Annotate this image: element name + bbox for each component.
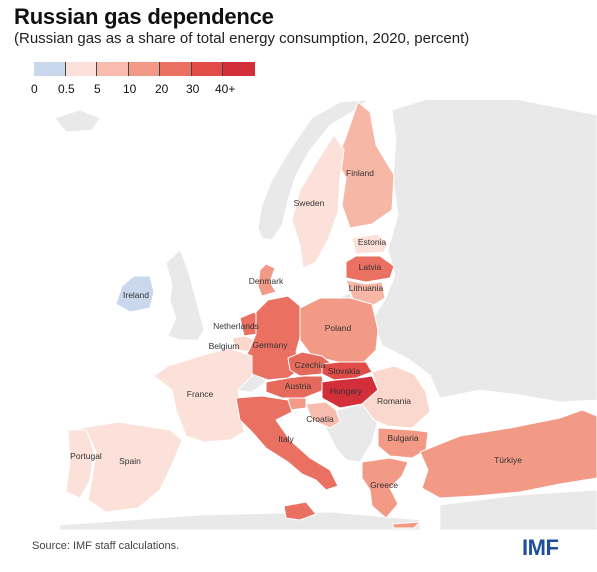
country-label: Romania	[377, 396, 411, 406]
country-label: Türkiye	[494, 455, 522, 465]
country-label: Hungary	[330, 386, 363, 396]
legend-swatch-5	[191, 62, 223, 76]
chart-subtitle: (Russian gas as a share of total energy …	[14, 30, 470, 47]
country-estonia	[351, 233, 389, 255]
country-label: Austria	[285, 381, 312, 391]
country-label: Finland	[346, 168, 374, 178]
country-sweden	[291, 134, 345, 269]
legend-tick-label: 5	[94, 82, 101, 96]
legend-tick-label: 0.5	[58, 82, 75, 96]
country-label: Netherlands	[213, 321, 259, 331]
country-poland	[299, 297, 379, 363]
country-finland	[335, 101, 395, 229]
country-slovakia	[321, 361, 373, 381]
background-land	[54, 100, 597, 530]
country-label: Poland	[325, 323, 352, 333]
legend-tick-label: 30	[186, 82, 200, 96]
legend-tick-labels: 0 0.5 5 10 20 30 40+	[31, 82, 255, 98]
country-croatia	[305, 401, 341, 429]
country-italy	[235, 395, 339, 521]
country-label: Croatia	[306, 414, 334, 424]
europe-map: Finland Sweden Estonia Latvia Lithuania …	[54, 100, 597, 530]
legend-tick-label: 20	[155, 82, 169, 96]
country-shapes	[65, 101, 597, 529]
legend-swatch-3	[128, 62, 160, 76]
country-latvia	[345, 255, 395, 283]
imf-logo: IMF	[522, 535, 559, 560]
country-label: Slovakia	[328, 366, 360, 376]
color-legend: 0 0.5 5 10 20 30 40+	[31, 62, 255, 98]
legend-swatch-4	[160, 62, 192, 76]
country-france	[153, 347, 253, 443]
legend-swatch-1	[65, 62, 97, 76]
country-turkiye	[419, 409, 597, 499]
country-label: Bulgaria	[387, 433, 418, 443]
country-label: Lithuania	[349, 283, 384, 293]
legend-tick-label: 10	[123, 82, 137, 96]
legend-color-bar	[34, 62, 255, 76]
legend-tick-label: 0	[31, 82, 38, 96]
country-spain	[69, 421, 183, 513]
country-label: Belgium	[209, 341, 240, 351]
country-label: Portugal	[70, 451, 102, 461]
country-label: France	[187, 389, 214, 399]
legend-swatch-6	[223, 62, 255, 76]
country-label: Czechia	[295, 360, 326, 370]
country-label: Ireland	[123, 290, 149, 300]
legend-swatch-0	[34, 62, 66, 76]
legend-swatch-2	[97, 62, 129, 76]
country-romania	[361, 365, 431, 429]
country-ireland	[115, 275, 155, 313]
country-bulgaria	[377, 427, 429, 459]
country-denmark	[257, 263, 277, 297]
country-label: Greece	[370, 480, 398, 490]
chart-title: Russian gas dependence	[14, 4, 274, 29]
country-label: Germany	[253, 340, 289, 350]
country-label: Estonia	[358, 237, 387, 247]
country-label: Denmark	[249, 276, 284, 286]
country-label: Spain	[119, 456, 141, 466]
country-label: Latvia	[359, 262, 382, 272]
country-label: Sweden	[294, 198, 325, 208]
source-note: Source: IMF staff calculations.	[32, 540, 180, 552]
legend-tick-label: 40+	[215, 82, 236, 96]
country-greece	[361, 457, 422, 529]
country-label: Italy	[278, 434, 294, 444]
country-labels: Finland Sweden Estonia Latvia Lithuania …	[70, 168, 522, 490]
